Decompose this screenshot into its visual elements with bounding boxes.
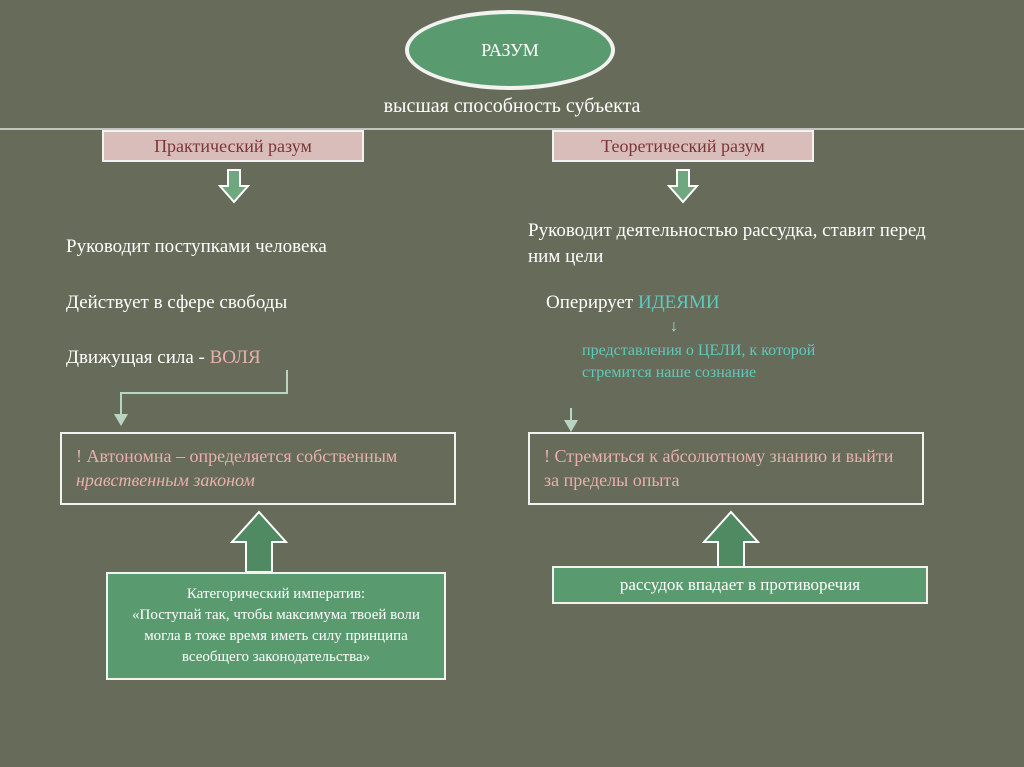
left-pink-a: ! Автономна – определяется собственным (76, 446, 397, 466)
right-pink-box: ! Стремиться к абсолютному знанию и выйт… (528, 432, 924, 505)
left-line1: Руководит поступками человека (66, 234, 466, 260)
right-line2: Оперирует ИДЕЯМИ (546, 290, 966, 316)
left-line2: Действует в сфере свободы (66, 290, 466, 316)
right-line2-a: Оперирует (546, 292, 638, 313)
left-line3-b: ВОЛЯ (210, 347, 261, 368)
left-line3: Движущая сила - ВОЛЯ (66, 345, 466, 371)
connector-line (120, 392, 288, 394)
left-line3-a: Движущая сила - (66, 347, 210, 368)
down-arrow-icon (667, 168, 699, 204)
small-down-arrow: ↓ (670, 318, 678, 336)
connector-arrowhead-icon (564, 420, 578, 432)
right-green-box: рассудок впадает в противоречия (552, 566, 928, 604)
right-sub-teal: представления о ЦЕЛИ, к которой стремитс… (582, 340, 882, 383)
left-pink-box: ! Автономна – определяется собственным н… (60, 432, 456, 505)
left-branch-header: Практический разум (102, 130, 364, 162)
connector-line (120, 392, 122, 416)
connector-line (286, 370, 288, 394)
root-title: РАЗУМ (481, 40, 539, 61)
root-subtitle: высшая способность субъекта (0, 95, 1024, 118)
right-branch-label: Теоретический разум (601, 136, 765, 157)
left-green-box: Категорический императив: «Поступай так,… (106, 572, 446, 680)
up-arrow-icon (230, 510, 288, 576)
right-line2-b: ИДЕЯМИ (638, 292, 720, 313)
right-branch-header: Теоретический разум (552, 130, 814, 162)
right-line1: Руководит деятельностью рассудка, ставит… (528, 218, 958, 269)
down-arrow-icon (218, 168, 250, 204)
left-branch-label: Практический разум (154, 136, 312, 157)
connector-arrowhead-icon (114, 414, 128, 426)
root-ellipse: РАЗУМ (405, 10, 615, 90)
left-pink-b: нравственным законом (76, 470, 255, 490)
